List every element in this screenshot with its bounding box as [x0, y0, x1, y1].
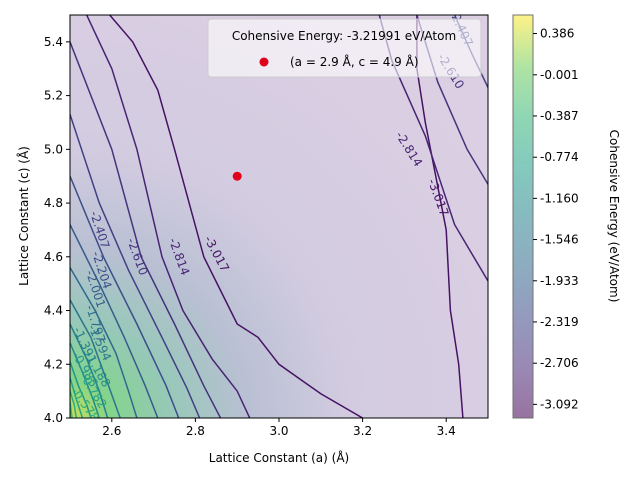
contour-line — [70, 361, 92, 418]
contour-line — [109, 15, 363, 418]
x-tick-label: 2.6 — [102, 424, 121, 438]
colorbar-ticks: 0.386 -0.001 -0.387 -0.774 -1.160 -1.546 -1.93… — [533, 27, 579, 411]
y-tick-label: 4.8 — [44, 196, 63, 210]
x-tick-label: 3.0 — [269, 424, 288, 438]
contour-line — [70, 41, 222, 418]
colorbar — [512, 14, 534, 419]
y-tick-label: 5.2 — [44, 89, 63, 103]
y-tick-label: 5.0 — [44, 142, 63, 156]
contour-line — [70, 175, 180, 418]
x-tick-label: 2.8 — [186, 424, 205, 438]
colorbar-tick-label: -2.319 — [540, 315, 579, 329]
y-tick-label: 4.6 — [44, 250, 63, 264]
colorbar-tick-label: -0.774 — [540, 150, 579, 164]
legend-entry: (a = 2.9 Å, c = 4.9 Å) — [290, 54, 419, 69]
x-tick-label: 3.2 — [353, 424, 372, 438]
x-axis-label: Lattice Constant (a) (Å) — [209, 450, 349, 465]
y-tick-label: 4.4 — [44, 304, 63, 318]
y-tick-label: 4.2 — [44, 357, 63, 371]
contour-line — [70, 377, 84, 418]
contour-line — [70, 299, 121, 418]
colorbar-tick-label: 0.386 — [540, 27, 574, 41]
colorbar-tick-label: -0.001 — [540, 68, 579, 82]
contour-line — [70, 267, 138, 418]
legend-title: Cohensive Energy: -3.21991 eV/Atom — [232, 29, 456, 43]
y-axis-label: Lattice Constant (c) (Å) — [16, 146, 31, 286]
x-tick-label: 3.4 — [437, 424, 456, 438]
optimum-marker — [232, 171, 242, 181]
contour-line — [70, 342, 101, 418]
legend-marker — [259, 57, 269, 67]
y-tick-label: 5.4 — [44, 35, 63, 49]
colorbar-tick-label: -2.706 — [540, 356, 579, 370]
colorbar-label: Cohensive Energy (eV/Atom) — [607, 130, 621, 303]
colorbar-tick-label: -1.160 — [540, 191, 579, 205]
contour-line — [70, 323, 109, 418]
contour-line — [70, 390, 78, 418]
contour-line — [70, 224, 159, 418]
y-tick-label: 4.0 — [44, 411, 63, 425]
colorbar-tick-label: -3.092 — [540, 397, 579, 411]
colorbar-tick-label: -1.546 — [540, 233, 579, 247]
x-axis-ticks: 2.6 2.8 3.0 3.2 3.4 — [102, 418, 456, 438]
colorbar-tick-label: -0.387 — [540, 109, 579, 123]
legend-box — [207, 18, 482, 78]
y-axis-ticks: 4.0 4.2 4.4 4.6 4.8 5.0 5.2 5.4 — [44, 35, 70, 425]
contour-line — [86, 15, 251, 418]
colorbar-tick-label: -1.933 — [540, 274, 579, 288]
legend: Cohensive Energy: -3.21991 eV/Atom (a = … — [207, 18, 482, 78]
contour-line — [70, 114, 201, 418]
